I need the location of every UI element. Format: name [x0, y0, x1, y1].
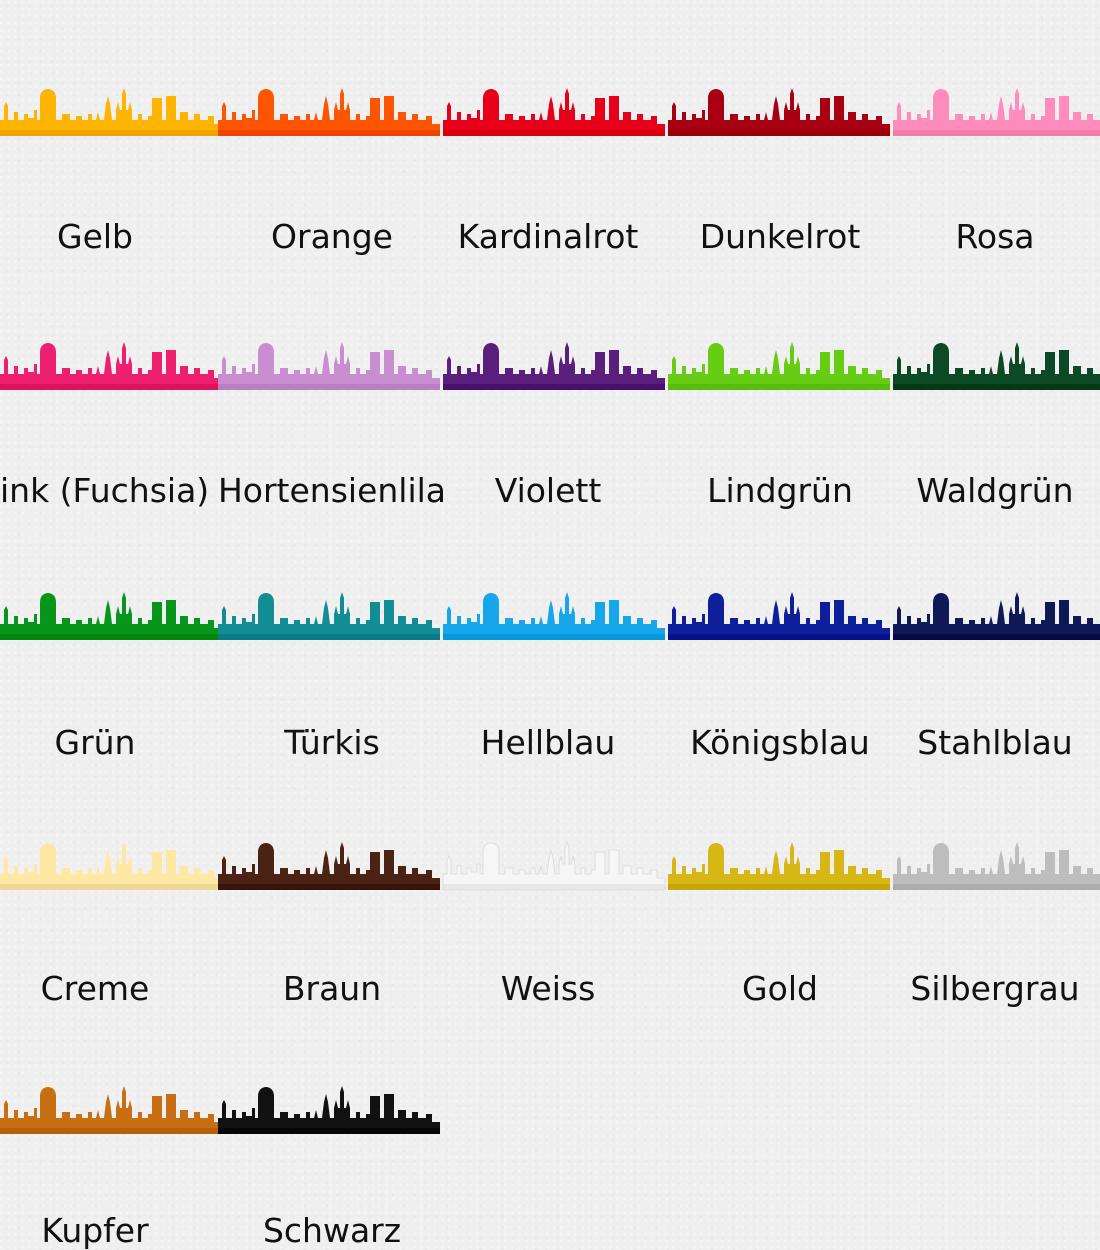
color-label-braun: Braun — [282, 969, 382, 1008]
skyline-swatch-pink-fuchsia — [0, 338, 222, 390]
color-label-kupfer: Kupfer — [41, 1211, 149, 1250]
color-label-weiss: Weiss — [500, 969, 596, 1008]
skyline-swatch-braun — [218, 838, 440, 890]
color-label-orange: Orange — [271, 217, 393, 256]
skyline-swatch-schwarz — [218, 1082, 440, 1134]
color-label-lindgruen: Lindgrün — [707, 471, 853, 510]
skyline-swatch-orange — [218, 84, 440, 136]
color-label-hellblau: Hellblau — [480, 723, 616, 762]
skyline-swatch-lindgruen — [668, 338, 890, 390]
skyline-swatch-tuerkis — [218, 588, 440, 640]
skyline-swatch-gelb — [0, 84, 222, 136]
skyline-swatch-kupfer — [0, 1082, 222, 1134]
color-label-hortensienlila: Hortensienlila — [217, 471, 447, 510]
skyline-swatch-dunkelrot — [668, 84, 890, 136]
skyline-swatch-stahlblau — [893, 588, 1100, 640]
color-label-koenigsblau: Königsblau — [690, 723, 870, 762]
color-label-creme: Creme — [40, 969, 150, 1008]
color-label-kardinalrot: Kardinalrot — [457, 217, 639, 256]
skyline-swatch-waldgruen — [893, 338, 1100, 390]
skyline-swatch-kardinalrot — [443, 84, 665, 136]
color-label-dunkelrot: Dunkelrot — [699, 217, 861, 256]
color-label-stahlblau: Stahlblau — [917, 723, 1073, 762]
color-label-tuerkis: Türkis — [284, 723, 380, 762]
color-label-waldgruen: Waldgrün — [916, 471, 1074, 510]
color-label-gruen: Grün — [54, 723, 136, 762]
skyline-swatch-hellblau — [443, 588, 665, 640]
color-label-schwarz: Schwarz — [262, 1211, 402, 1250]
color-label-gold: Gold — [742, 969, 818, 1008]
skyline-swatch-creme — [0, 838, 222, 890]
skyline-swatch-silbergrau — [893, 838, 1100, 890]
skyline-swatch-rosa — [893, 84, 1100, 136]
color-label-violett: Violett — [494, 471, 602, 510]
color-label-silbergrau: Silbergrau — [910, 969, 1080, 1008]
color-label-rosa: Rosa — [955, 217, 1035, 256]
skyline-swatch-hortensienlila — [218, 338, 440, 390]
skyline-swatch-gold — [668, 838, 890, 890]
skyline-swatch-weiss — [442, 838, 666, 891]
color-label-pink-fuchsia: Pink (Fuchsia) — [0, 471, 210, 510]
skyline-swatch-violett — [443, 338, 665, 390]
skyline-swatch-koenigsblau — [668, 588, 890, 640]
skyline-swatch-gruen — [0, 588, 222, 640]
color-label-gelb: Gelb — [57, 217, 133, 256]
